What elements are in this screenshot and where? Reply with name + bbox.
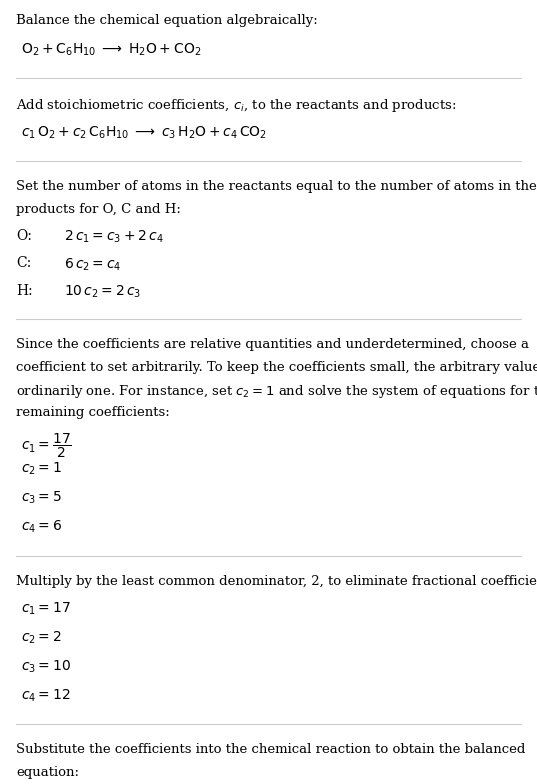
Text: $c_3 = 10$: $c_3 = 10$ <box>21 659 71 675</box>
Text: $c_1 = \dfrac{17}{2}$: $c_1 = \dfrac{17}{2}$ <box>21 432 72 460</box>
Text: Substitute the coefficients into the chemical reaction to obtain the balanced: Substitute the coefficients into the che… <box>16 743 526 757</box>
Text: ordinarily one. For instance, set $c_2 = 1$ and solve the system of equations fo: ordinarily one. For instance, set $c_2 =… <box>16 383 537 401</box>
Text: $10\,c_2 = 2\,c_3$: $10\,c_2 = 2\,c_3$ <box>64 284 142 300</box>
Text: $c_4 = 12$: $c_4 = 12$ <box>21 688 71 704</box>
Text: $c_1\,\mathrm{O_2} + c_2\,\mathrm{C_6H_{10}} \;\longrightarrow\; c_3\,\mathrm{H_: $c_1\,\mathrm{O_2} + c_2\,\mathrm{C_6H_{… <box>21 125 267 141</box>
Text: Since the coefficients are relative quantities and underdetermined, choose a: Since the coefficients are relative quan… <box>16 338 529 351</box>
Text: $c_3 = 5$: $c_3 = 5$ <box>21 490 62 506</box>
Text: $c_2 = 1$: $c_2 = 1$ <box>21 461 62 477</box>
Text: $\mathrm{O_2 + C_6H_{10} \;\longrightarrow\; H_2O + CO_2}$: $\mathrm{O_2 + C_6H_{10} \;\longrightarr… <box>21 42 202 58</box>
Text: Multiply by the least common denominator, 2, to eliminate fractional coefficient: Multiply by the least common denominator… <box>16 575 537 588</box>
Text: $c_2 = 2$: $c_2 = 2$ <box>21 630 62 646</box>
Text: $c_1 = 17$: $c_1 = 17$ <box>21 601 71 617</box>
Text: Set the number of atoms in the reactants equal to the number of atoms in the: Set the number of atoms in the reactants… <box>16 180 537 194</box>
Text: $2\,c_1 = c_3 + 2\,c_4$: $2\,c_1 = c_3 + 2\,c_4$ <box>64 229 164 245</box>
Text: $c_4 = 6$: $c_4 = 6$ <box>21 519 63 535</box>
Text: O:: O: <box>16 229 32 243</box>
Text: Add stoichiometric coefficients, $c_i$, to the reactants and products:: Add stoichiometric coefficients, $c_i$, … <box>16 97 456 114</box>
Text: coefficient to set arbitrarily. To keep the coefficients small, the arbitrary va: coefficient to set arbitrarily. To keep … <box>16 361 537 374</box>
Text: H:: H: <box>16 284 33 298</box>
Text: $6\,c_2 = c_4$: $6\,c_2 = c_4$ <box>64 256 122 273</box>
Text: Balance the chemical equation algebraically:: Balance the chemical equation algebraica… <box>16 14 318 27</box>
Text: C:: C: <box>16 256 31 270</box>
Text: products for O, C and H:: products for O, C and H: <box>16 203 181 216</box>
Text: remaining coefficients:: remaining coefficients: <box>16 406 170 419</box>
Text: equation:: equation: <box>16 766 79 779</box>
